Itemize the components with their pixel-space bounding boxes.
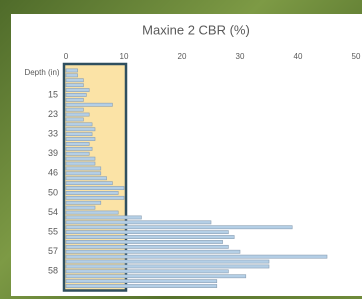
y-tick-label: 58 xyxy=(48,266,58,276)
y-tick-label: 50 xyxy=(48,187,58,197)
bar xyxy=(66,108,83,111)
bar xyxy=(66,240,223,243)
x-tick-label: 30 xyxy=(236,52,245,61)
bar xyxy=(66,280,217,283)
bar xyxy=(66,98,83,101)
x-tick-label: 0 xyxy=(64,52,69,61)
bar xyxy=(66,162,95,165)
bar xyxy=(66,255,327,258)
bar xyxy=(66,152,89,155)
bar xyxy=(66,260,269,263)
bar xyxy=(66,221,211,224)
y-axis-title: Depth (in) xyxy=(24,68,59,77)
chart-title: Maxine 2 CBR (%) xyxy=(142,22,250,37)
x-tick-label: 50 xyxy=(352,52,361,61)
bar xyxy=(66,157,95,160)
y-tick-label: 54 xyxy=(48,207,58,217)
x-tick-label: 10 xyxy=(120,52,129,61)
bar xyxy=(66,103,112,106)
y-tick-label: 46 xyxy=(48,168,58,178)
bar xyxy=(66,182,112,185)
y-tick-label: 55 xyxy=(48,227,58,237)
chart: Maxine 2 CBR (%) Depth (in) 0 10 20 30 40 50 1… xyxy=(0,0,362,299)
bar xyxy=(66,79,83,82)
bar xyxy=(66,74,78,77)
bar xyxy=(66,216,141,219)
y-tick-label: 33 xyxy=(48,129,58,139)
bar xyxy=(66,186,124,189)
bar xyxy=(66,172,101,175)
bar xyxy=(66,133,92,136)
bar xyxy=(66,275,246,278)
y-tick-label: 39 xyxy=(48,148,58,158)
bar xyxy=(66,93,86,96)
x-tick-label: 40 xyxy=(294,52,303,61)
y-tick-label: 15 xyxy=(48,89,58,99)
y-tick-label: 57 xyxy=(48,246,58,256)
bar xyxy=(66,211,118,214)
y-tick-label: 23 xyxy=(48,109,58,119)
bar xyxy=(66,250,240,253)
bar xyxy=(66,113,89,116)
bar xyxy=(66,123,92,126)
bar xyxy=(66,270,228,273)
bar xyxy=(66,118,83,121)
bar xyxy=(66,235,234,238)
bar xyxy=(66,226,292,229)
bar xyxy=(66,206,95,209)
bar xyxy=(66,191,118,194)
bar xyxy=(66,196,124,199)
bar xyxy=(66,265,269,268)
bar xyxy=(66,142,89,145)
bar xyxy=(66,84,83,87)
bar xyxy=(66,88,89,91)
bar xyxy=(66,177,107,180)
bar xyxy=(66,69,78,72)
bar xyxy=(66,231,228,234)
bar xyxy=(66,201,101,204)
bar xyxy=(66,284,217,287)
bar xyxy=(66,137,95,140)
bar xyxy=(66,128,95,131)
x-tick-label: 20 xyxy=(178,52,187,61)
bar xyxy=(66,167,101,170)
bar xyxy=(66,245,228,248)
bar xyxy=(66,147,92,150)
